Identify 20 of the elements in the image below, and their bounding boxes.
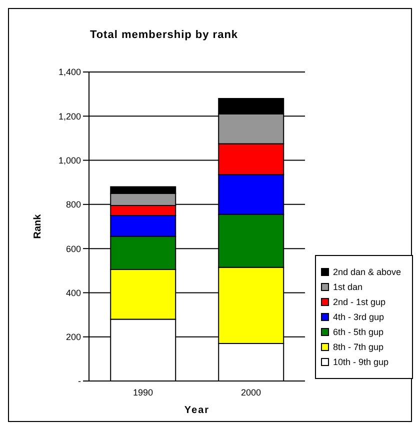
legend-label: 2nd - 1st gup [333, 297, 386, 307]
y-tick-label: 1,200 [58, 111, 81, 122]
legend-label: 1st dan [333, 282, 363, 292]
x-tick-label: 1990 [132, 387, 154, 398]
legend-label: 4th - 3rd gup [333, 312, 384, 322]
x-tick-label: 2000 [240, 387, 262, 398]
y-tick-label: 1,000 [58, 155, 81, 166]
legend-label: 6th - 5th gup [333, 327, 384, 337]
y-axis-title: Rank [32, 214, 44, 239]
y-tick-label: 800 [66, 200, 81, 210]
y-tick-label: - [78, 376, 81, 386]
y-tick-label: 400 [66, 288, 81, 298]
legend-label: 8th - 7th gup [333, 342, 384, 352]
y-tick-label: 1,400 [58, 67, 81, 78]
legend-label: 2nd dan & above [333, 267, 402, 277]
y-tick-label: 600 [66, 244, 81, 254]
x-axis-title: Year [184, 405, 210, 416]
chart-title: Total membership by rank [88, 29, 240, 41]
y-tick-label: 200 [66, 332, 81, 342]
legend-label: 10th - 9th gup [333, 357, 389, 367]
